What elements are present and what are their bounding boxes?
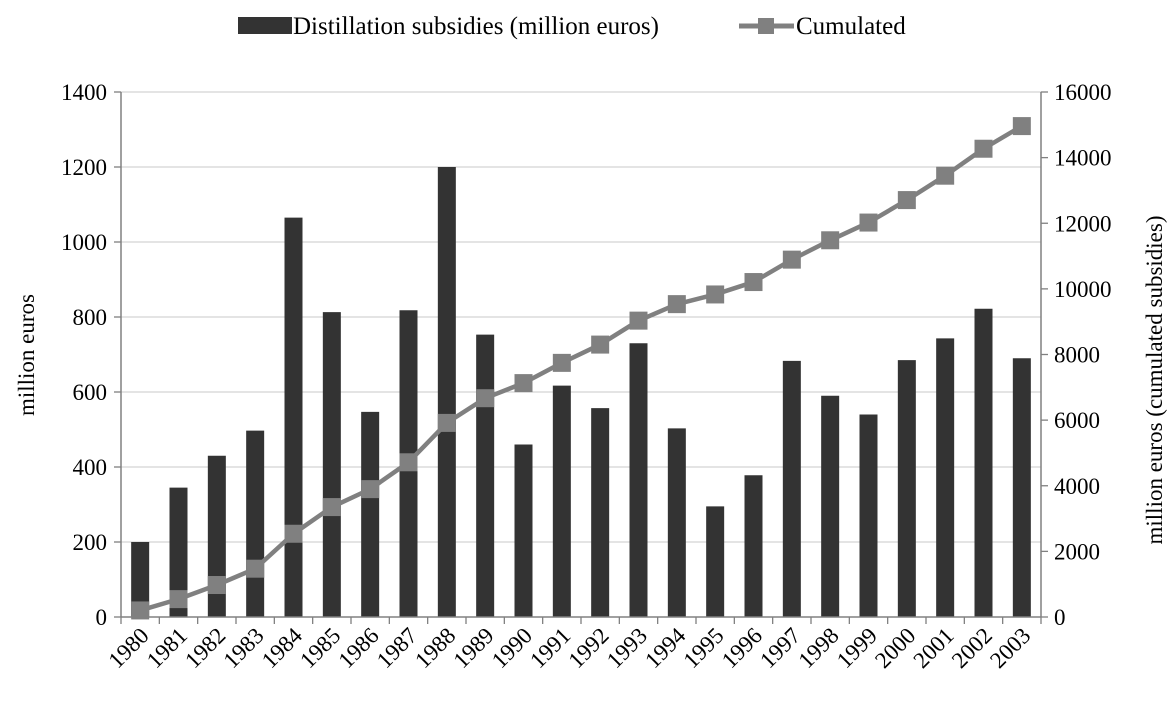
y-right-tick-label: 8000 bbox=[1054, 343, 1100, 368]
line-point bbox=[323, 498, 341, 516]
bar bbox=[323, 312, 341, 617]
line-point bbox=[898, 191, 916, 209]
y-left-tick-label: 1200 bbox=[61, 155, 107, 180]
x-tick-label: 1988 bbox=[410, 623, 460, 673]
line-point bbox=[170, 590, 188, 608]
bar bbox=[975, 309, 993, 617]
x-tick-label: 1997 bbox=[755, 623, 805, 673]
line-point bbox=[860, 214, 878, 232]
bar bbox=[476, 335, 494, 617]
x-tick-label: 1981 bbox=[142, 623, 192, 673]
y-right-tick-label: 6000 bbox=[1054, 408, 1100, 433]
x-tick-label: 1991 bbox=[525, 623, 575, 673]
legend-bar-swatch bbox=[238, 17, 292, 34]
y-right-tick-label: 0 bbox=[1054, 605, 1066, 630]
line-point bbox=[515, 374, 533, 392]
line-point bbox=[246, 560, 264, 578]
bar bbox=[1013, 358, 1031, 617]
x-tick-label: 1994 bbox=[640, 623, 691, 674]
x-tick-label: 1987 bbox=[372, 623, 422, 673]
line-point bbox=[400, 453, 418, 471]
bar bbox=[246, 431, 264, 617]
bar bbox=[668, 428, 686, 617]
legend-line-label: Cumulated bbox=[796, 13, 906, 40]
x-tick-label: 1992 bbox=[563, 623, 613, 673]
bar bbox=[821, 396, 839, 617]
y-right-tick-label: 2000 bbox=[1054, 539, 1100, 564]
x-tick-label: 1989 bbox=[448, 623, 498, 673]
line-point bbox=[553, 354, 571, 372]
bar bbox=[361, 412, 379, 617]
x-tick-label: 1993 bbox=[602, 623, 652, 673]
x-tick-label: 1982 bbox=[180, 623, 230, 673]
x-tick-label: 1995 bbox=[678, 623, 728, 673]
legend-bar-label: Distillation subsidies (million euros) bbox=[293, 13, 659, 40]
bar bbox=[591, 408, 609, 617]
line-point bbox=[438, 414, 456, 432]
x-tick-label: 2001 bbox=[908, 623, 958, 673]
line-point bbox=[1013, 117, 1031, 135]
legend-line-marker bbox=[758, 18, 774, 34]
y-left-tick-label: 200 bbox=[73, 530, 108, 555]
line-point bbox=[476, 389, 494, 407]
bar bbox=[898, 360, 916, 617]
bar bbox=[285, 218, 303, 617]
legend: Distillation subsidies (million euros) C… bbox=[238, 13, 906, 40]
bar bbox=[783, 361, 801, 617]
x-tick-label: 1985 bbox=[295, 623, 345, 673]
x-tick-label: 1986 bbox=[333, 623, 383, 673]
y-right-tick-label: 10000 bbox=[1054, 277, 1112, 302]
cumulated-line bbox=[140, 126, 1022, 610]
line-point bbox=[361, 480, 379, 498]
y-left-tick-label: 400 bbox=[73, 455, 108, 480]
x-tick-label: 1998 bbox=[793, 623, 843, 673]
y-right-tick-label: 16000 bbox=[1054, 80, 1112, 105]
y-right-tick-label: 12000 bbox=[1054, 211, 1112, 236]
x-tick-label: 1990 bbox=[487, 623, 537, 673]
x-tick-label: 2002 bbox=[947, 623, 997, 673]
x-tick-label: 1984 bbox=[257, 623, 308, 674]
line-point bbox=[591, 336, 609, 354]
bar bbox=[860, 415, 878, 618]
y-right-tick-label: 4000 bbox=[1054, 474, 1100, 499]
bar bbox=[706, 506, 724, 617]
line-point bbox=[706, 285, 724, 303]
line-point bbox=[936, 167, 954, 185]
line-point bbox=[208, 576, 226, 594]
y-axis-right-title: million euros (cumulated subsidies) bbox=[1142, 216, 1167, 545]
line-point bbox=[668, 295, 686, 313]
bar bbox=[553, 386, 571, 617]
line-series bbox=[131, 117, 1031, 619]
bar bbox=[515, 445, 533, 618]
x-tick-label: 1983 bbox=[218, 623, 268, 673]
x-tick-label: 2000 bbox=[870, 623, 920, 673]
x-tick-label: 2003 bbox=[985, 623, 1035, 673]
y-left-tick-label: 800 bbox=[73, 305, 108, 330]
y-left-tick-label: 1000 bbox=[61, 230, 107, 255]
y-right-tick-label: 14000 bbox=[1054, 146, 1112, 171]
x-tick-label: 1980 bbox=[103, 623, 153, 673]
x-tick-label: 1996 bbox=[717, 623, 767, 673]
y-left-tick-label: 1400 bbox=[61, 80, 107, 105]
line-point bbox=[975, 140, 993, 158]
line-point bbox=[821, 231, 839, 249]
y-left-tick-label: 0 bbox=[96, 605, 108, 630]
bar bbox=[745, 475, 763, 617]
bar bbox=[936, 338, 954, 617]
bar bbox=[438, 167, 456, 617]
line-point bbox=[630, 312, 648, 330]
line-point bbox=[745, 273, 763, 291]
x-tick-label: 1999 bbox=[832, 623, 882, 673]
y-left-tick-label: 600 bbox=[73, 380, 108, 405]
bar bbox=[630, 343, 648, 617]
y-axis-left-title: million euros bbox=[14, 294, 39, 416]
line-point bbox=[285, 525, 303, 543]
line-point bbox=[783, 251, 801, 269]
